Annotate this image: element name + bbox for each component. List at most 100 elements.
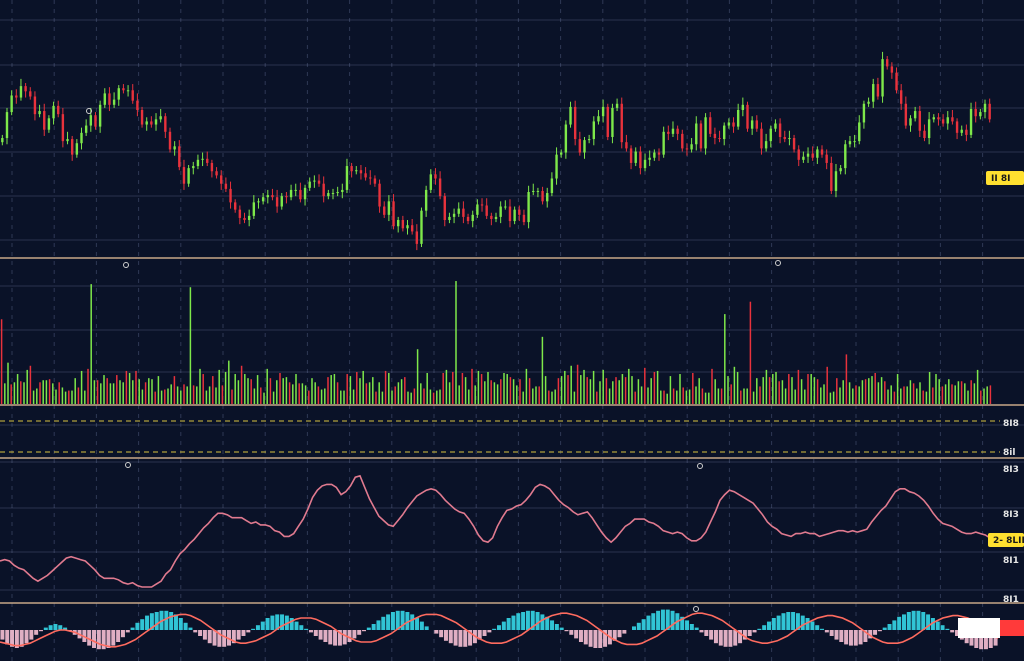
- candle-body: [220, 175, 223, 184]
- candle-body: [927, 119, 931, 139]
- candle-body: [816, 149, 819, 158]
- candle-body: [387, 201, 391, 215]
- candle-body: [844, 144, 847, 169]
- candle-body: [657, 152, 661, 155]
- candle-body: [629, 148, 633, 163]
- candle-body: [70, 139, 74, 155]
- candle-body: [420, 210, 423, 244]
- candle-body: [573, 106, 577, 140]
- candle-body: [872, 84, 875, 102]
- candle-body: [597, 116, 600, 122]
- candle-body: [653, 152, 656, 158]
- histogram-panel[interactable]: [0, 609, 999, 650]
- candle-body: [303, 187, 307, 200]
- candle-body: [830, 162, 833, 191]
- candle-body: [932, 117, 935, 120]
- candle-body: [136, 100, 139, 111]
- candle-body: [1, 138, 4, 143]
- candle-body: [210, 162, 214, 172]
- candle-body: [802, 156, 805, 160]
- candle-body: [480, 204, 484, 206]
- candle-body: [881, 59, 884, 97]
- price-marker: II 8I: [991, 174, 1010, 184]
- candle-body: [541, 190, 544, 202]
- candle-body: [112, 99, 116, 105]
- candle-body: [126, 90, 130, 92]
- candle-body: [103, 93, 106, 105]
- candle-body: [285, 196, 288, 198]
- candle-body: [513, 209, 516, 222]
- candle-body: [876, 84, 880, 97]
- candle-body: [527, 191, 530, 223]
- candle-body: [774, 123, 777, 129]
- candle-body: [331, 193, 335, 195]
- tiny-marker: [697, 463, 703, 469]
- candle-body: [550, 178, 554, 194]
- candle-body: [47, 118, 51, 130]
- candle-body: [471, 214, 474, 222]
- candle-body: [252, 202, 256, 216]
- candle-body: [84, 125, 88, 133]
- candle-body: [182, 167, 186, 184]
- candle-body: [224, 183, 228, 189]
- candle-body: [941, 119, 945, 124]
- candle-body: [564, 124, 568, 153]
- candle-body: [839, 168, 842, 172]
- candle-body: [24, 86, 27, 92]
- candle-body: [266, 195, 269, 198]
- candle-body: [415, 231, 419, 244]
- candle-body: [154, 119, 158, 125]
- candle-body: [709, 117, 712, 134]
- right-axis-label: 8I3: [1003, 510, 1019, 520]
- candle-body: [206, 158, 209, 163]
- candle-body: [122, 88, 125, 91]
- candle-body: [965, 129, 968, 135]
- candle-body: [769, 128, 772, 142]
- oscillator-line[interactable]: [0, 474, 991, 588]
- candle-body: [173, 146, 176, 150]
- signal-line[interactable]: [0, 612, 999, 648]
- candle-body: [853, 141, 856, 143]
- candle-body: [373, 178, 377, 184]
- candle-body: [555, 154, 558, 179]
- candle-body: [723, 125, 726, 140]
- tiny-marker: [123, 262, 129, 268]
- candle-body: [238, 209, 242, 218]
- candle-body: [583, 140, 586, 153]
- indicator-marker-bg: [988, 533, 1024, 547]
- candle-body: [271, 195, 274, 198]
- candle-body: [233, 202, 237, 210]
- candle-body: [746, 104, 749, 129]
- candle-body: [117, 88, 120, 100]
- candle-body: [159, 116, 162, 120]
- candle-body: [108, 93, 111, 105]
- tiny-marker: [86, 108, 92, 114]
- candle-body: [289, 189, 293, 198]
- candle-body: [313, 180, 316, 182]
- candle-body: [299, 189, 302, 200]
- candle-body: [858, 122, 861, 142]
- candle-body: [792, 138, 796, 150]
- candle-body: [606, 106, 609, 137]
- indicator-panel[interactable]: [0, 474, 991, 588]
- candle-body: [671, 128, 675, 134]
- right-axis-label: 8il: [1003, 448, 1015, 458]
- candle-body: [15, 95, 18, 98]
- volume-panel[interactable]: [0, 281, 992, 404]
- right-axis-label: 8I1: [1003, 556, 1019, 566]
- candle-body: [848, 141, 852, 145]
- candle-body: [452, 213, 456, 217]
- price-panel[interactable]: [1, 51, 991, 251]
- candle-body: [359, 170, 363, 174]
- candle-body: [43, 111, 46, 130]
- tiny-marker: [125, 462, 131, 468]
- candle-body: [727, 122, 731, 126]
- candle-body: [364, 173, 367, 178]
- candle-body: [499, 206, 502, 217]
- candle-body: [145, 121, 148, 125]
- candle-body: [33, 96, 37, 115]
- candle-body: [66, 139, 69, 142]
- candle-body: [764, 141, 768, 149]
- candle-body: [504, 206, 507, 208]
- candle-body: [341, 189, 344, 192]
